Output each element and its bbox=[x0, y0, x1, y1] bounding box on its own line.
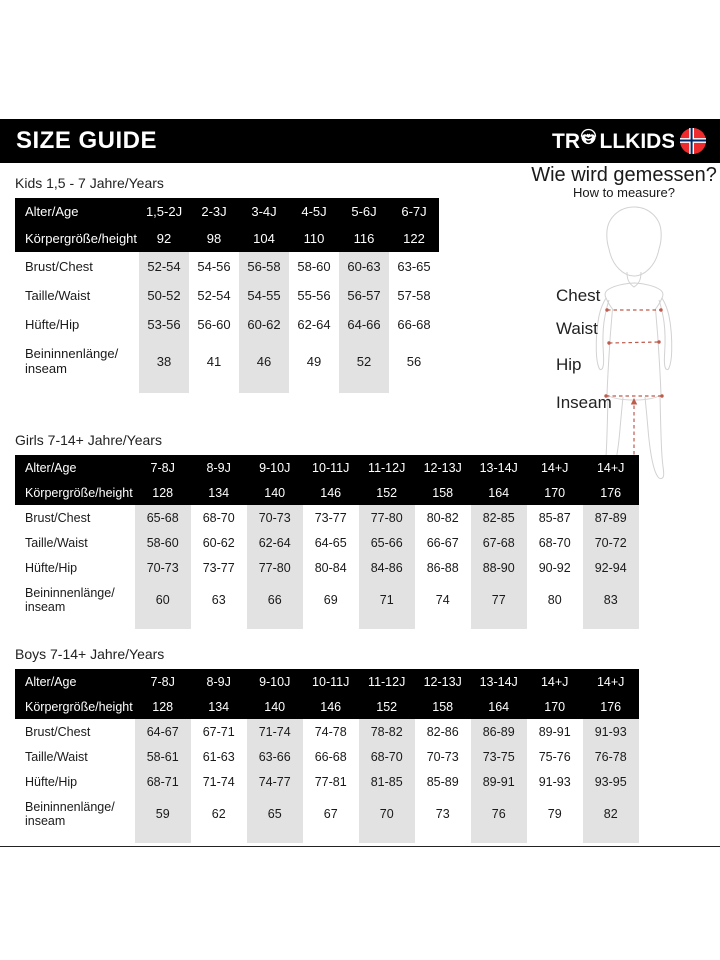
svg-text:TR: TR bbox=[552, 130, 580, 153]
svg-text:LLKIDS: LLKIDS bbox=[600, 130, 675, 153]
